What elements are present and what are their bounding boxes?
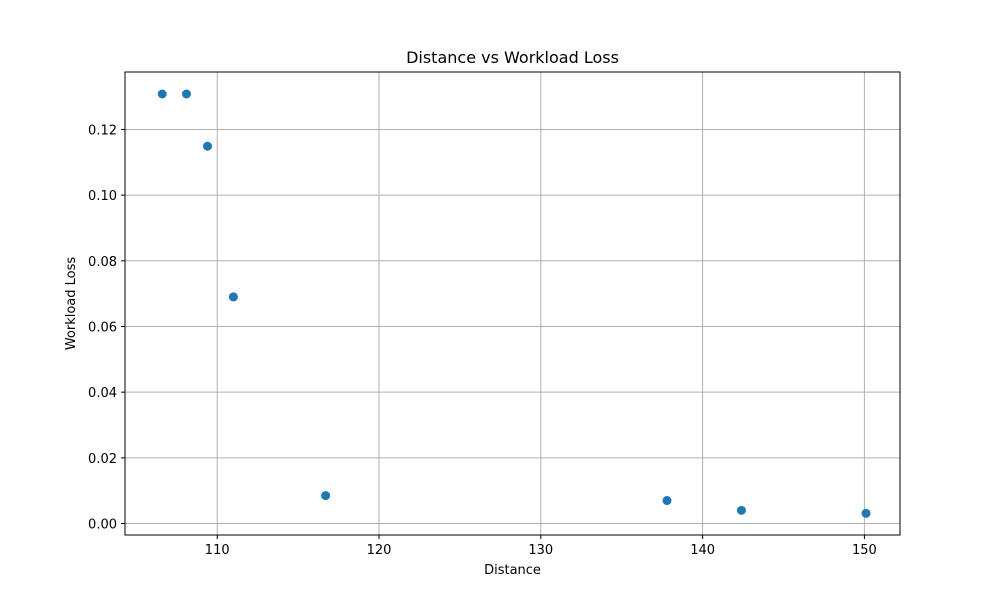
x-axis-ticks: 110 120 130 140 150 [205,535,877,558]
y-tick-label: 0.10 [88,189,117,204]
chart-title: Distance vs Workload Loss [406,48,619,67]
data-point [736,505,746,515]
y-tick-label: 0.08 [88,255,117,270]
x-tick-label: 110 [205,543,230,558]
data-points [157,89,871,518]
data-point [157,89,167,99]
data-point [662,496,672,506]
x-tick-label: 120 [367,543,392,558]
x-tick-label: 140 [690,543,715,558]
x-tick-label: 130 [528,543,553,558]
y-axis-label: Workload Loss [64,257,79,351]
y-tick-label: 0.04 [88,386,117,401]
data-point [228,292,238,302]
y-tick-label: 0.00 [88,518,117,533]
y-tick-label: 0.12 [88,123,117,138]
y-tick-label: 0.06 [88,320,117,335]
plot-frame [124,71,901,536]
data-point [181,89,191,99]
data-point [203,141,213,151]
data-point [861,508,871,518]
x-tick-label: 150 [852,543,877,558]
grid [125,72,900,535]
y-tick-label: 0.02 [88,452,117,467]
y-axis-ticks: 0.00 0.02 0.04 0.06 0.08 0.10 0.12 [88,123,125,533]
x-axis-label: Distance [484,563,541,578]
data-point [321,491,331,501]
